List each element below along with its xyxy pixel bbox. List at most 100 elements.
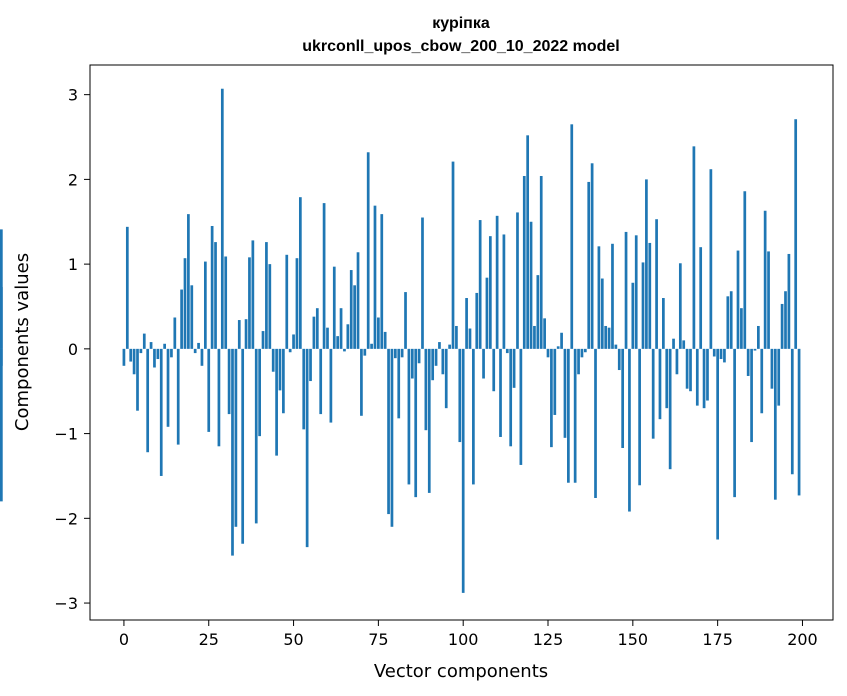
bar: [651, 348, 655, 439]
bar: [237, 320, 241, 349]
bar: [662, 298, 665, 349]
y-axis-ticks: −3 −2 −1 0 1 2 3: [54, 86, 90, 613]
bar: [516, 212, 519, 349]
bar: [400, 348, 404, 358]
bar: [522, 176, 526, 349]
bar: [451, 161, 455, 349]
bar: [600, 278, 604, 349]
bar: [431, 348, 435, 381]
bar: [203, 261, 207, 349]
x-tick-label: 175: [702, 630, 733, 649]
bar: [526, 135, 530, 349]
bar: [594, 348, 597, 498]
bar: [641, 262, 645, 349]
bar: [760, 348, 764, 414]
bar: [675, 348, 679, 375]
bar: [458, 348, 462, 443]
bar: [712, 348, 716, 357]
bar: [621, 348, 625, 448]
bar: [322, 203, 326, 349]
bar: [638, 348, 641, 486]
bar: [580, 348, 584, 358]
bar: [315, 308, 319, 349]
bar: [716, 348, 720, 540]
bar: [455, 325, 458, 349]
bar: [604, 325, 608, 349]
bar: [780, 303, 784, 349]
x-axis-label: Vector components: [374, 661, 548, 682]
bar: [777, 348, 781, 406]
bar: [488, 236, 492, 349]
bar: [278, 348, 282, 391]
bar: [187, 214, 190, 349]
bar: [244, 319, 248, 349]
x-tick-label: 200: [787, 630, 818, 649]
bar: [271, 348, 275, 372]
bar: [248, 257, 251, 349]
bar: [404, 292, 407, 349]
y-tick-label: 2: [68, 170, 78, 189]
plot-area-frame: [89, 64, 834, 621]
x-tick-label: 25: [199, 630, 219, 649]
bar: [292, 334, 295, 349]
bar: [0, 287, 3, 349]
bar: [495, 215, 499, 349]
bar: [750, 348, 753, 443]
bar: [227, 348, 231, 415]
bar: [329, 348, 333, 423]
bar: [410, 348, 414, 379]
y-tick-label: 3: [68, 86, 78, 105]
bar: [573, 348, 577, 483]
bar-series: [0, 88, 801, 593]
bar: [733, 348, 736, 498]
bar: [234, 348, 238, 527]
bar: [427, 348, 431, 493]
bar: [346, 324, 350, 349]
bar: [149, 342, 153, 349]
bar: [224, 256, 228, 349]
bar: [505, 348, 509, 354]
bar: [743, 191, 747, 349]
bar: [122, 348, 126, 366]
bar: [539, 176, 543, 349]
bar: [129, 348, 133, 362]
bar: [349, 270, 353, 349]
bar: [332, 266, 336, 349]
bar: [726, 296, 730, 349]
bar: [740, 308, 743, 349]
bar: [533, 325, 536, 349]
bar: [159, 348, 163, 476]
y-tick-label: 0: [68, 340, 78, 359]
bar: [383, 331, 387, 349]
bar: [787, 253, 791, 349]
bar: [553, 348, 557, 415]
bar: [790, 348, 794, 475]
bar: [543, 318, 546, 349]
bar: [597, 246, 601, 349]
bar: [509, 348, 513, 447]
bar: [607, 327, 611, 349]
y-tick-label: 1: [68, 255, 78, 274]
bar: [797, 348, 801, 496]
bar: [468, 328, 472, 349]
bar: [628, 348, 631, 512]
bar: [390, 348, 394, 527]
bar: [695, 348, 699, 406]
bar: [472, 348, 475, 485]
bar: [699, 247, 703, 349]
bar: [441, 348, 445, 375]
bar: [672, 338, 675, 349]
bar: [176, 348, 180, 445]
bar: [302, 348, 306, 430]
bar: [156, 348, 160, 360]
bar: [767, 251, 770, 349]
bar: [241, 348, 245, 544]
bar: [499, 348, 502, 437]
bar: [326, 327, 329, 349]
bar: [397, 348, 401, 419]
bar: [0, 348, 3, 502]
bar: [200, 348, 204, 366]
bar: [587, 181, 591, 349]
bar: [166, 348, 170, 427]
